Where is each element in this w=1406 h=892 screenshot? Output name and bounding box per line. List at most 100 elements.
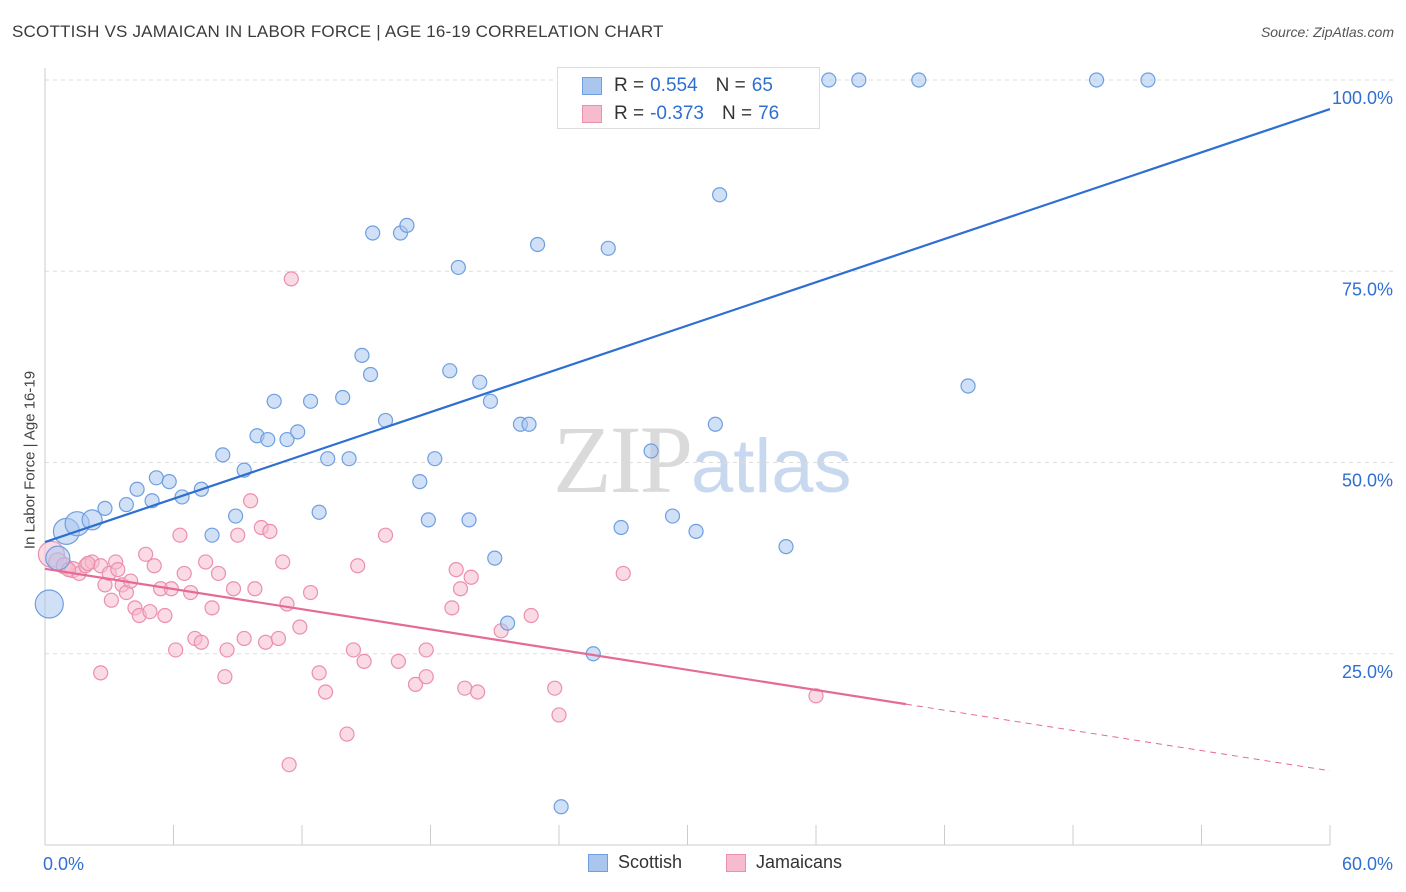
grid-layer <box>45 79 1395 655</box>
jamaicans-point <box>302 584 319 601</box>
jamaicans-point <box>257 634 274 650</box>
jamaicans-point <box>317 684 334 700</box>
scottish-point <box>1140 72 1156 88</box>
y-tick-label: 25.0% <box>1342 662 1393 682</box>
scottish-point <box>34 589 64 619</box>
jamaicans-point <box>390 653 406 670</box>
scottish-point <box>911 72 927 88</box>
scottish-point <box>553 799 569 815</box>
jamaicans-point <box>281 757 297 773</box>
legend-item-scottish[interactable]: Scottish <box>588 852 682 873</box>
jamaicans-point <box>444 600 460 616</box>
jamaicans-point <box>193 634 209 650</box>
scottish-point <box>148 470 164 486</box>
jamaicans-point <box>142 604 158 620</box>
legend-label-scottish: Scottish <box>618 852 683 872</box>
scottish-point <box>442 363 458 379</box>
scottish-point <box>412 474 428 490</box>
y-tick-label: 50.0% <box>1342 471 1393 491</box>
y-tick-label: 75.0% <box>1342 279 1393 299</box>
scottish-point <box>960 378 976 394</box>
scottish-point <box>778 539 794 555</box>
jamaicans-point <box>279 596 295 612</box>
jamaicans-trend-line-extrapolated <box>905 703 1331 772</box>
jamaicans-point <box>808 688 824 704</box>
watermark-atlas: atlas <box>691 424 852 509</box>
scottish-point <box>365 225 381 241</box>
scottish-point <box>266 393 282 409</box>
jamaicans-point <box>615 565 631 582</box>
scottish-point <box>487 550 503 566</box>
jamaicans-point <box>172 527 188 543</box>
legend-item-jamaicans[interactable]: Jamaicans <box>726 852 842 873</box>
scottish-point <box>712 187 728 203</box>
scottish-point <box>821 72 837 88</box>
jamaicans-point <box>198 554 214 570</box>
jamaicans-point <box>418 669 434 685</box>
scottish-point <box>97 500 113 516</box>
scottish-point <box>707 416 723 432</box>
scottish-point <box>643 443 659 459</box>
jamaicans-point <box>176 565 192 582</box>
series-legend: Scottish Jamaicans <box>0 852 1406 876</box>
r-value: 0.554 <box>650 75 698 96</box>
scottish-point <box>362 366 379 383</box>
jamaicans-point <box>247 581 263 597</box>
jamaicans-point <box>219 642 235 658</box>
jamaicans-point <box>345 642 361 658</box>
jamaicans-point <box>146 558 162 574</box>
watermark-zip: ZIP <box>553 406 693 513</box>
jamaicans-point <box>210 565 227 582</box>
jamaicans-point <box>292 619 308 635</box>
scottish-point <box>215 447 231 463</box>
jamaicans-point <box>103 592 119 608</box>
scottish-swatch <box>582 77 602 95</box>
jamaicans-point <box>418 642 434 658</box>
jamaicans-point <box>243 493 259 509</box>
scottish-point <box>482 393 499 409</box>
n-label: N = <box>715 75 746 96</box>
y-axis-label: In Labor Force | Age 16-19 <box>21 370 39 550</box>
jamaicans-point <box>356 653 372 670</box>
scottish-point <box>228 508 244 524</box>
jamaicans-point <box>275 554 291 570</box>
scottish-point <box>664 508 681 524</box>
jamaicans-point <box>204 600 220 616</box>
scottish-swatch <box>588 853 608 872</box>
scottish-point <box>129 481 145 497</box>
scottish-point <box>290 424 306 440</box>
scottish-trend-line <box>44 108 1331 544</box>
scottish-point <box>341 451 357 467</box>
scottish-point <box>472 374 488 390</box>
jamaicans-trend-line <box>44 567 907 706</box>
jamaicans-point <box>463 569 479 585</box>
scottish-point <box>427 451 443 467</box>
scottish-point <box>600 240 616 256</box>
jamaicans-point <box>470 684 486 700</box>
scottish-point <box>420 512 436 528</box>
x-tick-label: 0.0% <box>43 854 84 874</box>
legend-label-jamaicans: Jamaicans <box>756 852 843 872</box>
r-label: R = <box>614 103 645 124</box>
jamaicans-point <box>225 581 242 597</box>
scottish-point <box>354 347 370 363</box>
jamaicans-point <box>138 546 154 562</box>
jamaicans-point <box>168 642 184 658</box>
jamaicans-point <box>270 630 287 647</box>
stats-legend: R = 0.554 N = 65 R = -0.373 N = 76 <box>557 67 820 129</box>
scottish-point <box>260 431 276 448</box>
jamaicans-point <box>93 665 109 681</box>
jamaicans-point <box>311 665 327 681</box>
jamaicans-point <box>80 555 96 572</box>
jamaicans-point <box>551 707 567 723</box>
chart-title: SCOTTISH VS JAMAICAN IN LABOR FORCE | AG… <box>12 22 664 41</box>
legend-row-jamaicans: R = -0.373 N = 76 <box>582 102 779 126</box>
jamaicans-point <box>217 669 233 685</box>
n-value: 76 <box>758 103 780 124</box>
jamaicans-point <box>452 581 469 597</box>
scottish-point <box>613 519 629 536</box>
scottish-point <box>161 474 177 490</box>
jamaicans-point <box>523 607 539 624</box>
jamaicans-point <box>448 561 464 578</box>
